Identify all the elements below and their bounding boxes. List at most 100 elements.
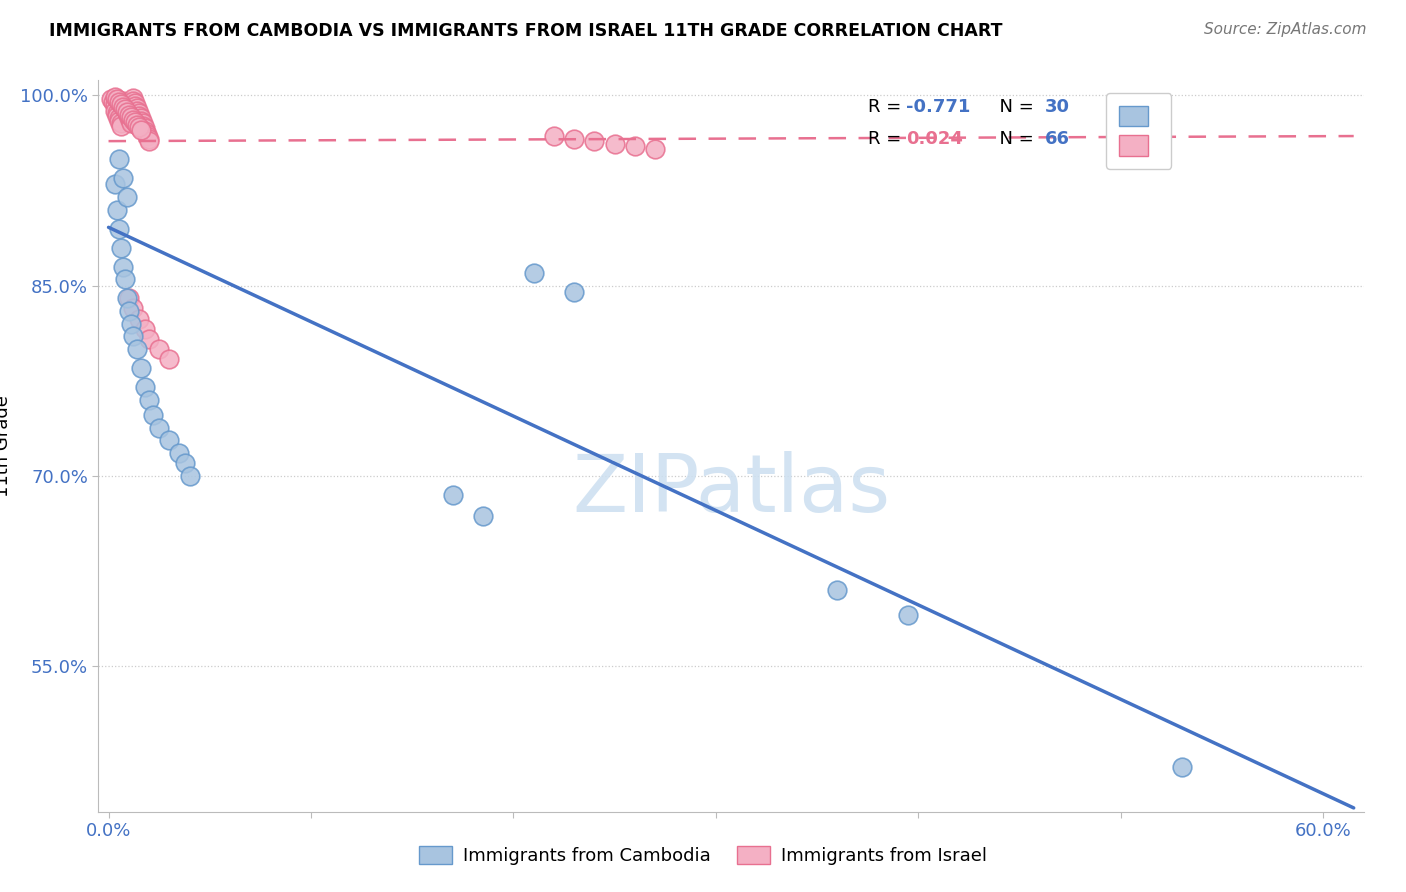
Point xyxy=(441,488,464,502)
Point xyxy=(114,98,136,112)
Point xyxy=(169,446,191,460)
Text: R =: R = xyxy=(868,97,907,116)
Point xyxy=(124,115,146,129)
Point xyxy=(104,103,127,118)
Legend: , : , xyxy=(1107,93,1171,169)
Point xyxy=(118,291,141,305)
Point xyxy=(115,103,138,118)
Text: N =: N = xyxy=(988,130,1039,148)
Point xyxy=(121,91,143,105)
Point xyxy=(110,97,132,112)
Point xyxy=(105,109,128,123)
Point xyxy=(132,116,155,130)
Point xyxy=(136,129,159,144)
Text: 30: 30 xyxy=(1045,97,1070,116)
Point xyxy=(174,456,197,470)
Point xyxy=(129,113,152,128)
Point xyxy=(114,103,136,117)
Point xyxy=(179,468,201,483)
Point xyxy=(114,272,136,286)
Point xyxy=(157,352,180,367)
Point xyxy=(107,221,129,235)
Point xyxy=(124,96,146,111)
Point xyxy=(111,170,134,185)
Point xyxy=(1170,760,1192,774)
Point xyxy=(124,98,146,112)
Point xyxy=(115,106,138,120)
Point xyxy=(134,380,156,394)
Point xyxy=(115,291,138,305)
Point xyxy=(107,95,129,109)
Point xyxy=(118,112,141,126)
Point xyxy=(583,134,606,148)
Point xyxy=(128,311,150,326)
Point xyxy=(128,109,150,123)
Point xyxy=(118,109,141,123)
Point xyxy=(107,152,129,166)
Point xyxy=(104,97,127,112)
Point xyxy=(110,116,132,130)
Point xyxy=(129,361,152,376)
Point xyxy=(562,131,585,145)
Point xyxy=(101,95,124,109)
Text: N =: N = xyxy=(988,97,1039,116)
Point xyxy=(132,119,155,133)
Point xyxy=(523,266,546,280)
Point xyxy=(125,118,148,132)
Point xyxy=(157,434,180,448)
Point xyxy=(138,131,160,145)
Point xyxy=(107,112,129,126)
Point xyxy=(134,121,156,136)
Point xyxy=(138,392,160,407)
Point xyxy=(125,342,148,356)
Point xyxy=(142,408,165,422)
Point xyxy=(111,94,134,108)
Point xyxy=(110,119,132,133)
Point xyxy=(148,420,170,434)
Point xyxy=(543,129,565,144)
Text: 66: 66 xyxy=(1045,130,1070,148)
Point xyxy=(603,136,626,151)
Point xyxy=(148,342,170,356)
Point xyxy=(121,301,143,316)
Point xyxy=(118,304,141,318)
Point xyxy=(134,124,156,138)
Point xyxy=(111,260,134,274)
Point xyxy=(138,134,160,148)
Point xyxy=(100,92,122,106)
Text: Source: ZipAtlas.com: Source: ZipAtlas.com xyxy=(1204,22,1367,37)
Point xyxy=(105,106,128,120)
Point xyxy=(104,178,127,192)
Point xyxy=(121,329,143,343)
Point xyxy=(104,89,127,103)
Point xyxy=(128,120,150,135)
Point xyxy=(125,101,148,115)
Point xyxy=(562,285,585,299)
Text: R =: R = xyxy=(868,130,907,148)
Point xyxy=(118,107,141,121)
Point xyxy=(121,112,143,127)
Point xyxy=(114,101,136,115)
Point xyxy=(827,582,849,597)
Point xyxy=(121,94,143,108)
Text: ZIPatlas: ZIPatlas xyxy=(572,450,890,529)
Point xyxy=(120,317,142,331)
Point xyxy=(644,142,666,156)
Point xyxy=(897,608,920,623)
Point xyxy=(105,202,128,217)
Point xyxy=(107,113,129,128)
Point xyxy=(115,105,138,120)
Text: -0.771: -0.771 xyxy=(905,97,970,116)
Legend: Immigrants from Cambodia, Immigrants from Israel: Immigrants from Cambodia, Immigrants fro… xyxy=(411,837,995,874)
Point xyxy=(125,103,148,118)
Point xyxy=(111,100,134,114)
Point xyxy=(111,96,134,111)
Text: 0.024: 0.024 xyxy=(905,130,963,148)
Point xyxy=(134,322,156,336)
Point xyxy=(624,139,647,153)
Point xyxy=(128,106,150,120)
Point xyxy=(115,190,138,204)
Point xyxy=(120,116,142,130)
Point xyxy=(136,127,159,141)
Y-axis label: 11th Grade: 11th Grade xyxy=(0,395,11,497)
